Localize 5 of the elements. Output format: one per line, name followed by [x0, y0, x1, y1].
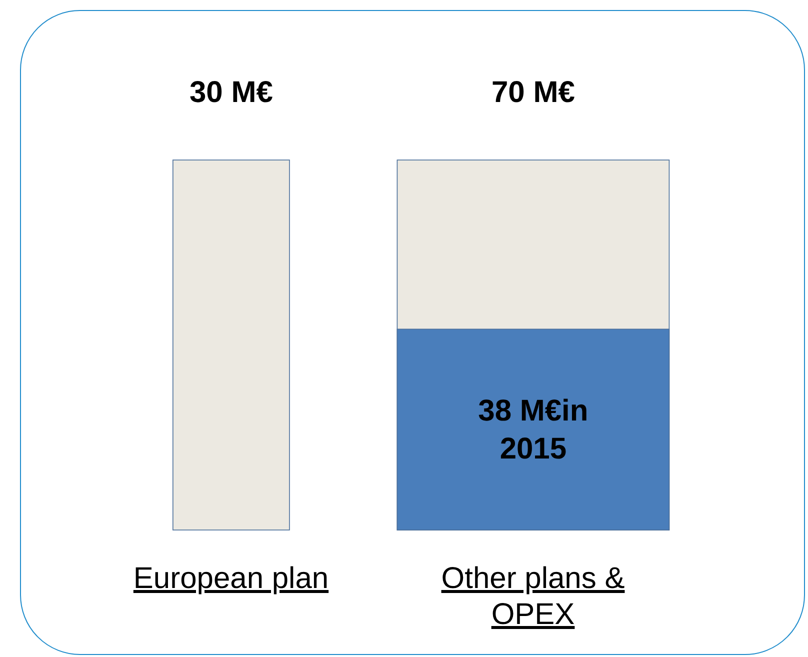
data-label: 70 M€ — [492, 76, 576, 109]
data-label: 30 M€ — [190, 76, 274, 109]
data-label: 38 M€in 2015 — [478, 394, 588, 466]
category-label: European plan — [133, 562, 329, 595]
category-label: Other plans & OPEX — [441, 562, 625, 631]
